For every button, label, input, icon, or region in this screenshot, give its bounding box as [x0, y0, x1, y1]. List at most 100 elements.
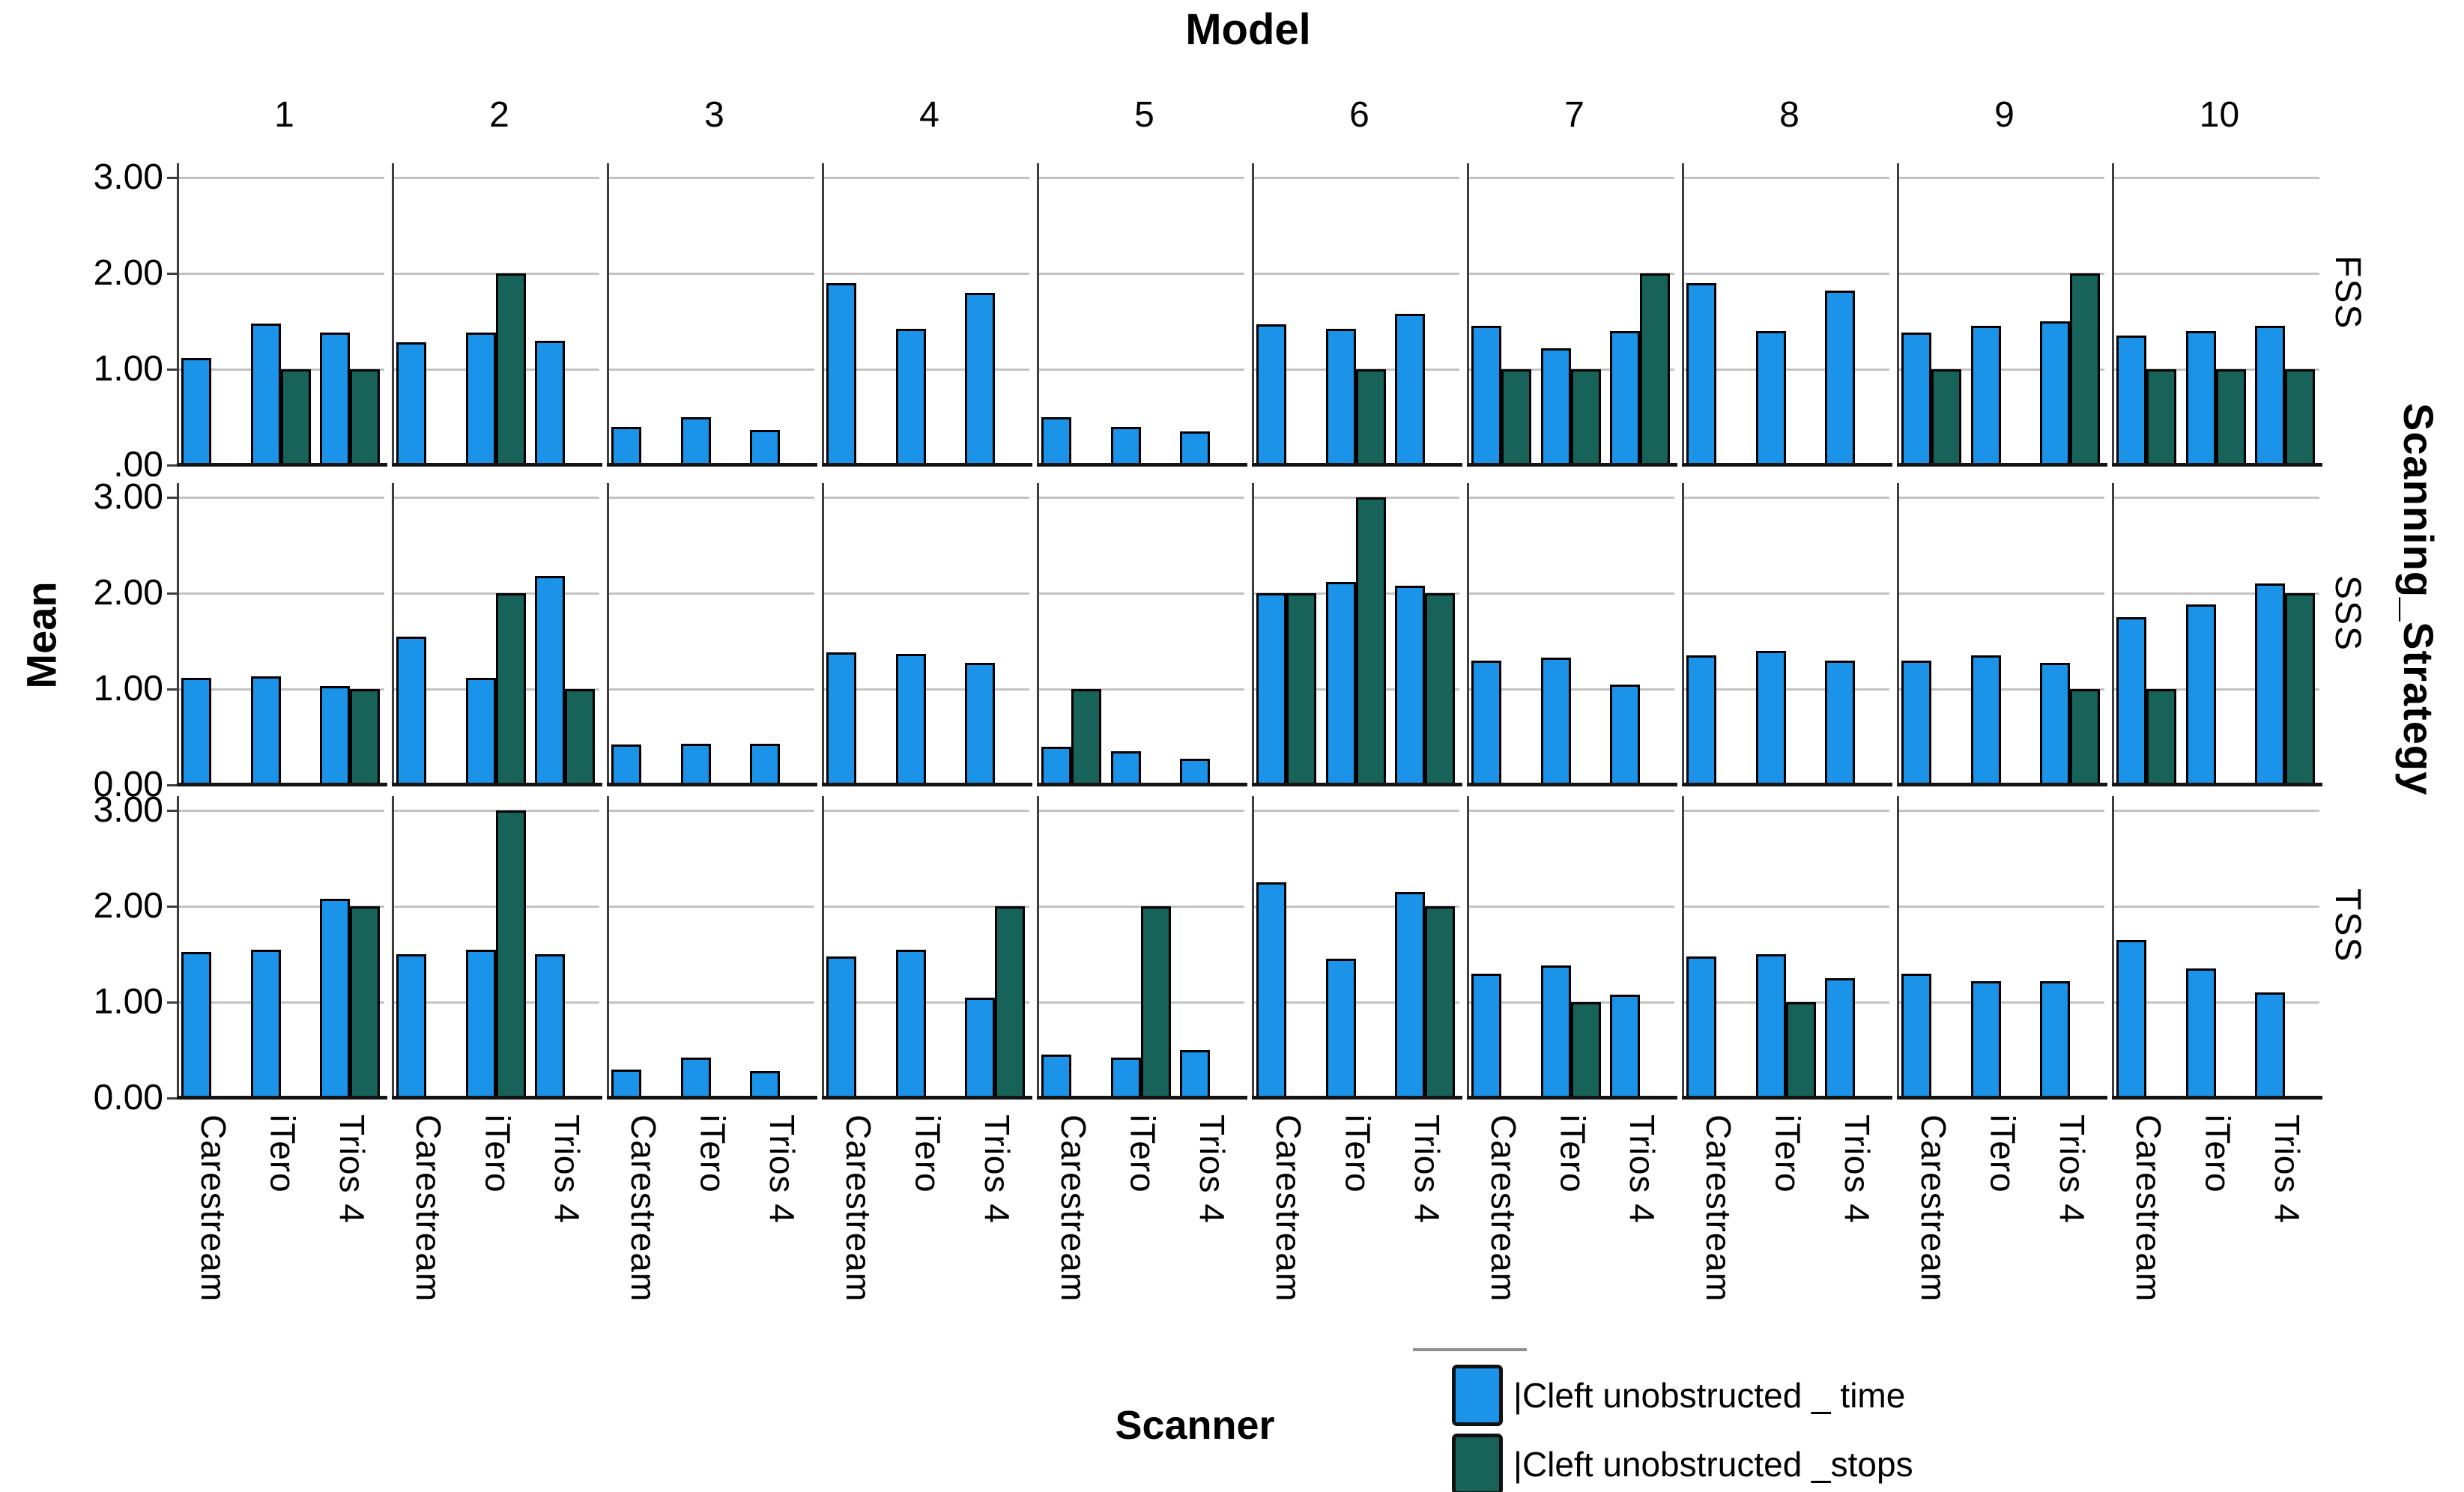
facet-panel — [167, 796, 387, 1107]
x-axis-baseline — [177, 463, 387, 467]
bar-time — [1540, 348, 1571, 465]
y-axis-line — [1682, 483, 1684, 785]
x-axis-baseline — [1682, 783, 1892, 786]
bar-stops — [1424, 906, 1455, 1098]
bar-stops — [1931, 369, 1962, 465]
facet-column-header: 10 — [2199, 95, 2240, 135]
gridline — [823, 1001, 1029, 1004]
gridline — [823, 810, 1029, 812]
x-tick-label: Trios 4 — [1622, 1115, 1662, 1224]
gridline — [1038, 177, 1244, 179]
y-tick-mark — [167, 688, 178, 691]
gridline — [608, 688, 814, 691]
x-axis-baseline — [1897, 1096, 2107, 1100]
bar-time — [826, 956, 857, 1098]
gridline — [1038, 688, 1244, 691]
bar-stops — [280, 369, 311, 465]
facet-panel — [2112, 163, 2322, 474]
gridline — [1468, 810, 1674, 812]
facet-row-label-tss: TSS — [2328, 888, 2367, 962]
legend-swatch-time-icon — [1452, 1365, 1503, 1426]
y-tick-mark — [167, 810, 178, 812]
x-axis-baseline — [2112, 463, 2322, 467]
gridline — [2113, 1001, 2319, 1004]
gridline — [1253, 273, 1459, 275]
x-axis-baseline — [822, 1096, 1032, 1100]
gridline — [2113, 497, 2319, 499]
x-axis-baseline — [392, 783, 602, 786]
gridline — [2113, 592, 2319, 595]
gridline — [1898, 688, 2104, 691]
bar-time — [396, 637, 427, 785]
y-tick-label: 0.00 — [93, 765, 163, 804]
y-tick-label: 1.00 — [93, 982, 163, 1022]
y-tick-mark — [167, 1001, 178, 1004]
x-axis-baseline — [822, 463, 1032, 467]
legend-swatch-stops-icon — [1452, 1434, 1503, 1492]
bar-time — [1824, 291, 1855, 465]
x-axis-baseline — [1252, 1096, 1462, 1100]
bar-time — [1824, 978, 1855, 1098]
x-axis-baseline — [822, 783, 1032, 786]
y-tick-mark — [167, 1097, 178, 1100]
bar-stops — [2146, 689, 2177, 785]
gridline — [178, 906, 384, 908]
y-axis-line — [1252, 163, 1254, 465]
bar-time — [964, 293, 995, 465]
bar-stops — [564, 689, 595, 785]
bar-time — [1970, 981, 2001, 1098]
gridline — [393, 497, 599, 499]
facet-panel — [607, 163, 817, 474]
facet-column-header: 2 — [489, 95, 509, 135]
facet-row-label-fss: FSS — [2328, 255, 2367, 330]
facet-panel — [1252, 163, 1462, 474]
x-tick-label: iTero — [1983, 1115, 2023, 1193]
x-axis-baseline — [1037, 1096, 1247, 1100]
bar-time — [1041, 417, 1072, 465]
bar-time — [1325, 329, 1356, 465]
gridline — [823, 688, 1029, 691]
x-axis-baseline — [607, 1096, 817, 1100]
facet-panel — [1037, 483, 1247, 794]
facet-row-label-sss: SSS — [2328, 574, 2367, 652]
y-tick-mark — [167, 592, 178, 595]
y-tick-mark — [167, 784, 178, 786]
bar-time — [1901, 333, 1932, 465]
bar-time — [1970, 326, 2001, 465]
bar-time — [1686, 283, 1717, 465]
bar-time — [1110, 1058, 1141, 1098]
x-tick-label: Trios 4 — [2267, 1115, 2307, 1224]
x-tick-label: Carestream — [624, 1115, 664, 1303]
facet-panel — [1252, 483, 1462, 794]
y-tick-label: 1.00 — [93, 669, 163, 709]
bar-time — [250, 324, 281, 465]
gridline — [1683, 177, 1889, 179]
x-axis-baseline — [2112, 1096, 2322, 1100]
bar-time — [680, 1058, 711, 1098]
bar-stops — [2215, 369, 2246, 465]
facet-panel — [1897, 163, 2107, 474]
bar-time — [680, 744, 711, 785]
legend-label-stops: |Cleft unobstructed _stops — [1513, 1445, 1913, 1484]
bar-stops — [1355, 497, 1386, 785]
y-axis-line — [607, 483, 609, 785]
facet-panel — [1682, 796, 1892, 1107]
y-tick-label: 0.00 — [93, 1078, 163, 1118]
legend-label-time: |Cleft unobstructed _ time — [1513, 1376, 1906, 1415]
gridline — [1683, 592, 1889, 595]
gridline — [608, 369, 814, 371]
x-tick-label: iTero — [693, 1115, 733, 1193]
y-axis-line — [1252, 483, 1254, 785]
x-axis-baseline — [1037, 783, 1247, 786]
gridline — [608, 810, 814, 812]
gridline — [1038, 369, 1244, 371]
gridline — [608, 592, 814, 595]
y-axis-line — [822, 163, 824, 465]
bar-time — [895, 654, 926, 785]
bar-stops — [2069, 273, 2100, 465]
facet-row-axis-title: Scanning_Strategy — [2395, 403, 2442, 796]
facet-column-header: 3 — [704, 95, 724, 135]
gridline — [1898, 592, 2104, 595]
y-axis-line — [1897, 483, 1899, 785]
y-axis-line — [822, 483, 824, 785]
